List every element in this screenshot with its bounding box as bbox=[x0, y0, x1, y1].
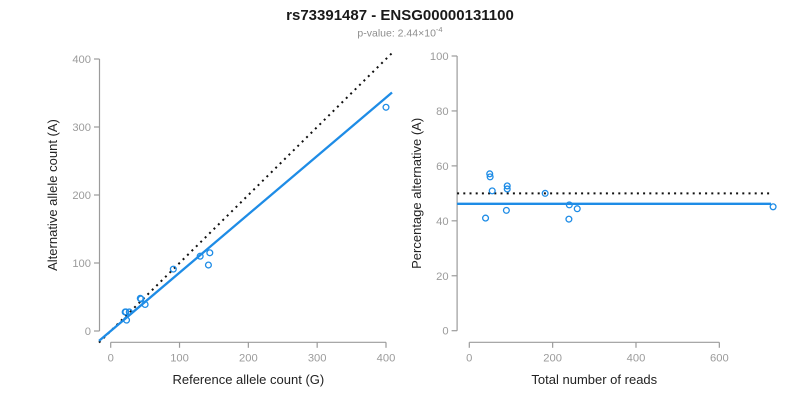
y-tick-label: 20 bbox=[436, 271, 448, 283]
y-tick-label: 0 bbox=[442, 326, 448, 338]
data-point bbox=[503, 182, 511, 190]
data-point bbox=[206, 249, 214, 257]
y-tick-label: 400 bbox=[72, 54, 91, 66]
data-point bbox=[137, 295, 145, 303]
x-tick-label: 200 bbox=[543, 352, 562, 364]
regression-line bbox=[98, 91, 393, 342]
data-point bbox=[204, 261, 212, 269]
data-point bbox=[573, 205, 581, 213]
data-point bbox=[486, 173, 494, 181]
x-tick-label: 200 bbox=[239, 352, 258, 364]
y-tick-label: 60 bbox=[436, 161, 448, 173]
y-tick-label: 100 bbox=[72, 258, 91, 270]
data-point bbox=[502, 206, 510, 214]
data-point bbox=[482, 214, 490, 222]
x-axis-title: Total number of reads bbox=[531, 372, 657, 387]
x-axis-title: Reference allele count (G) bbox=[172, 372, 324, 387]
x-tick-label: 0 bbox=[108, 352, 114, 364]
data-point bbox=[122, 308, 130, 316]
figure-title: rs73391487 - ENSG00000131100 bbox=[286, 7, 514, 24]
y-tick-label: 0 bbox=[85, 326, 91, 338]
data-point bbox=[486, 170, 494, 178]
x-tick-label: 100 bbox=[170, 352, 189, 364]
data-point bbox=[488, 187, 496, 195]
y-tick-label: 100 bbox=[430, 51, 449, 63]
p-value-text: p-value: 2.44×10 bbox=[357, 27, 436, 40]
x-tick-label: 400 bbox=[627, 352, 646, 364]
p-value-exponent: -4 bbox=[435, 25, 443, 34]
figure-subtitle: p-value: 2.44×10-4 bbox=[0, 25, 800, 40]
x-tick-label: 300 bbox=[308, 352, 327, 364]
y-tick-label: 200 bbox=[72, 190, 91, 202]
data-point bbox=[382, 103, 390, 111]
y-tick-label: 300 bbox=[72, 122, 91, 134]
data-point bbox=[141, 300, 149, 309]
data-point bbox=[565, 215, 573, 223]
x-tick-label: 400 bbox=[377, 352, 396, 364]
data-point bbox=[565, 201, 573, 209]
data-point bbox=[541, 189, 549, 197]
y-tick-label: 40 bbox=[436, 216, 448, 228]
x-tick-label: 600 bbox=[710, 352, 729, 364]
identity-line bbox=[98, 52, 393, 344]
data-point bbox=[769, 203, 777, 211]
data-point bbox=[503, 185, 511, 193]
x-tick-label: 0 bbox=[466, 352, 472, 364]
y-axis-title: Percentage alternative (A) bbox=[409, 118, 424, 269]
data-point bbox=[122, 316, 131, 324]
y-axis-title: Alternative allele count (A) bbox=[45, 119, 60, 271]
data-point bbox=[196, 252, 204, 260]
data-point bbox=[125, 308, 133, 316]
data-point bbox=[169, 265, 177, 273]
y-tick-label: 80 bbox=[436, 106, 448, 118]
